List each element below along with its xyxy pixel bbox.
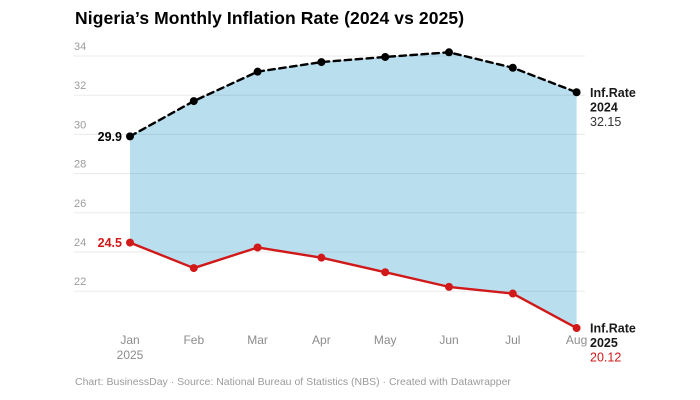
x-tick-label: May xyxy=(374,333,397,347)
data-point-inf-rate-2024 xyxy=(445,48,453,57)
x-tick-label: Jul xyxy=(505,333,520,347)
y-tick-label: 24 xyxy=(74,237,86,249)
x-tick-label: Feb xyxy=(183,333,204,347)
end-label-inf-rate-2024-line1: Inf.Rate xyxy=(590,86,636,100)
data-point-inf-rate-2024 xyxy=(572,88,581,97)
first-point-label-inf-rate-2024: 29.9 xyxy=(98,130,122,144)
end-label-inf-rate-2025-line1: Inf.Rate xyxy=(590,322,636,336)
end-value-label-inf-rate-2025: 20.12 xyxy=(590,351,621,365)
data-point-inf-rate-2025 xyxy=(445,282,453,291)
end-value-label-inf-rate-2024: 32.15 xyxy=(590,115,621,129)
data-point-inf-rate-2025 xyxy=(317,253,326,262)
data-point-inf-rate-2025 xyxy=(508,289,517,298)
data-point-inf-rate-2025 xyxy=(572,324,581,333)
data-point-inf-rate-2024 xyxy=(381,52,390,61)
end-label-inf-rate-2024-line2: 2024 xyxy=(590,100,618,114)
area-between-series xyxy=(130,52,577,329)
data-point-inf-rate-2024 xyxy=(253,67,262,76)
x-tick-label: Jun xyxy=(439,333,458,347)
data-point-inf-rate-2025 xyxy=(126,238,134,247)
chart-footer: Chart: BusinessDay · Source: National Bu… xyxy=(75,376,511,388)
x-tick-label: Aug xyxy=(566,333,587,347)
data-point-inf-rate-2024 xyxy=(189,97,198,106)
data-point-inf-rate-2025 xyxy=(189,264,198,273)
series-line-inf-rate-2024 xyxy=(128,51,578,138)
chart-title: Nigeria’s Monthly Inflation Rate (2024 v… xyxy=(75,8,465,28)
y-tick-label: 22 xyxy=(74,276,86,288)
data-point-inf-rate-2025 xyxy=(253,243,262,252)
x-axis-year-label: 2025 xyxy=(117,348,144,362)
data-point-inf-rate-2025 xyxy=(381,268,390,277)
y-tick-label: 26 xyxy=(74,198,86,210)
data-point-inf-rate-2024 xyxy=(508,63,517,72)
first-point-label-inf-rate-2025: 24.5 xyxy=(98,236,122,250)
x-tick-label: Jan xyxy=(120,333,139,347)
x-tick-label: Mar xyxy=(247,333,268,347)
data-point-inf-rate-2024 xyxy=(126,132,134,141)
series-line-inf-rate-2025 xyxy=(128,241,578,330)
end-label-inf-rate-2025-line2: 2025 xyxy=(590,336,618,350)
x-tick-label: Apr xyxy=(312,333,331,347)
y-tick-label: 28 xyxy=(74,159,86,171)
data-point-inf-rate-2024 xyxy=(317,58,326,67)
y-tick-label: 30 xyxy=(74,119,86,131)
y-tick-label: 34 xyxy=(74,41,86,53)
y-tick-label: 32 xyxy=(74,80,86,92)
